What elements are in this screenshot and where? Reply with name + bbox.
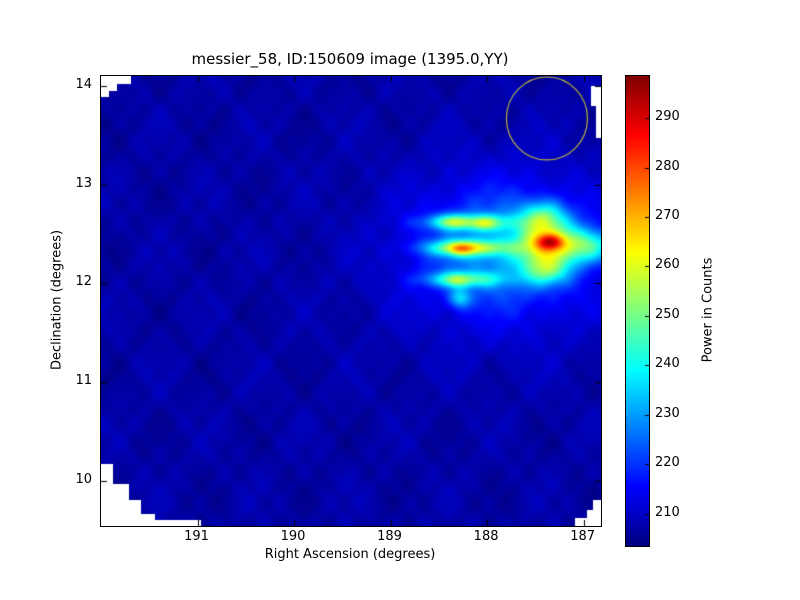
x-tick-label: 190 [280, 529, 306, 544]
x-tick-label: 187 [570, 529, 596, 544]
heatmap-canvas [101, 76, 601, 526]
y-tick-label: 12 [75, 274, 92, 290]
colorbar-label: Power in Counts [700, 257, 716, 363]
colorbar-tick-label: 240 [655, 356, 680, 372]
y-tick-label: 11 [75, 373, 92, 389]
x-axis-label: Right Ascension (degrees) [264, 547, 436, 562]
y-tick-label: 13 [75, 175, 92, 191]
x-tick-label: 189 [377, 529, 402, 544]
colorbar-tick-label: 290 [655, 109, 680, 125]
colorbar-tick-label: 270 [655, 208, 680, 223]
colorbar-tick-label: 260 [655, 257, 680, 273]
chart-title: messier_58, ID:150609 image (1395.0,YY) [191, 50, 509, 68]
x-tick-label: 188 [473, 529, 499, 544]
colorbar-tick-label: 220 [655, 455, 680, 471]
colorbar-tick-label: 210 [655, 504, 680, 520]
colorbar-tick-label: 230 [655, 405, 680, 421]
x-tick-label: 191 [184, 529, 209, 544]
plot-area [100, 75, 602, 527]
y-tick-label: 10 [75, 472, 92, 488]
colorbar-canvas [626, 76, 649, 546]
colorbar [625, 75, 650, 547]
colorbar-tick-label: 280 [655, 158, 680, 174]
y-axis-label: Declination (degrees) [49, 229, 65, 371]
y-tick-label: 14 [75, 76, 92, 92]
colorbar-tick-label: 250 [655, 306, 680, 322]
